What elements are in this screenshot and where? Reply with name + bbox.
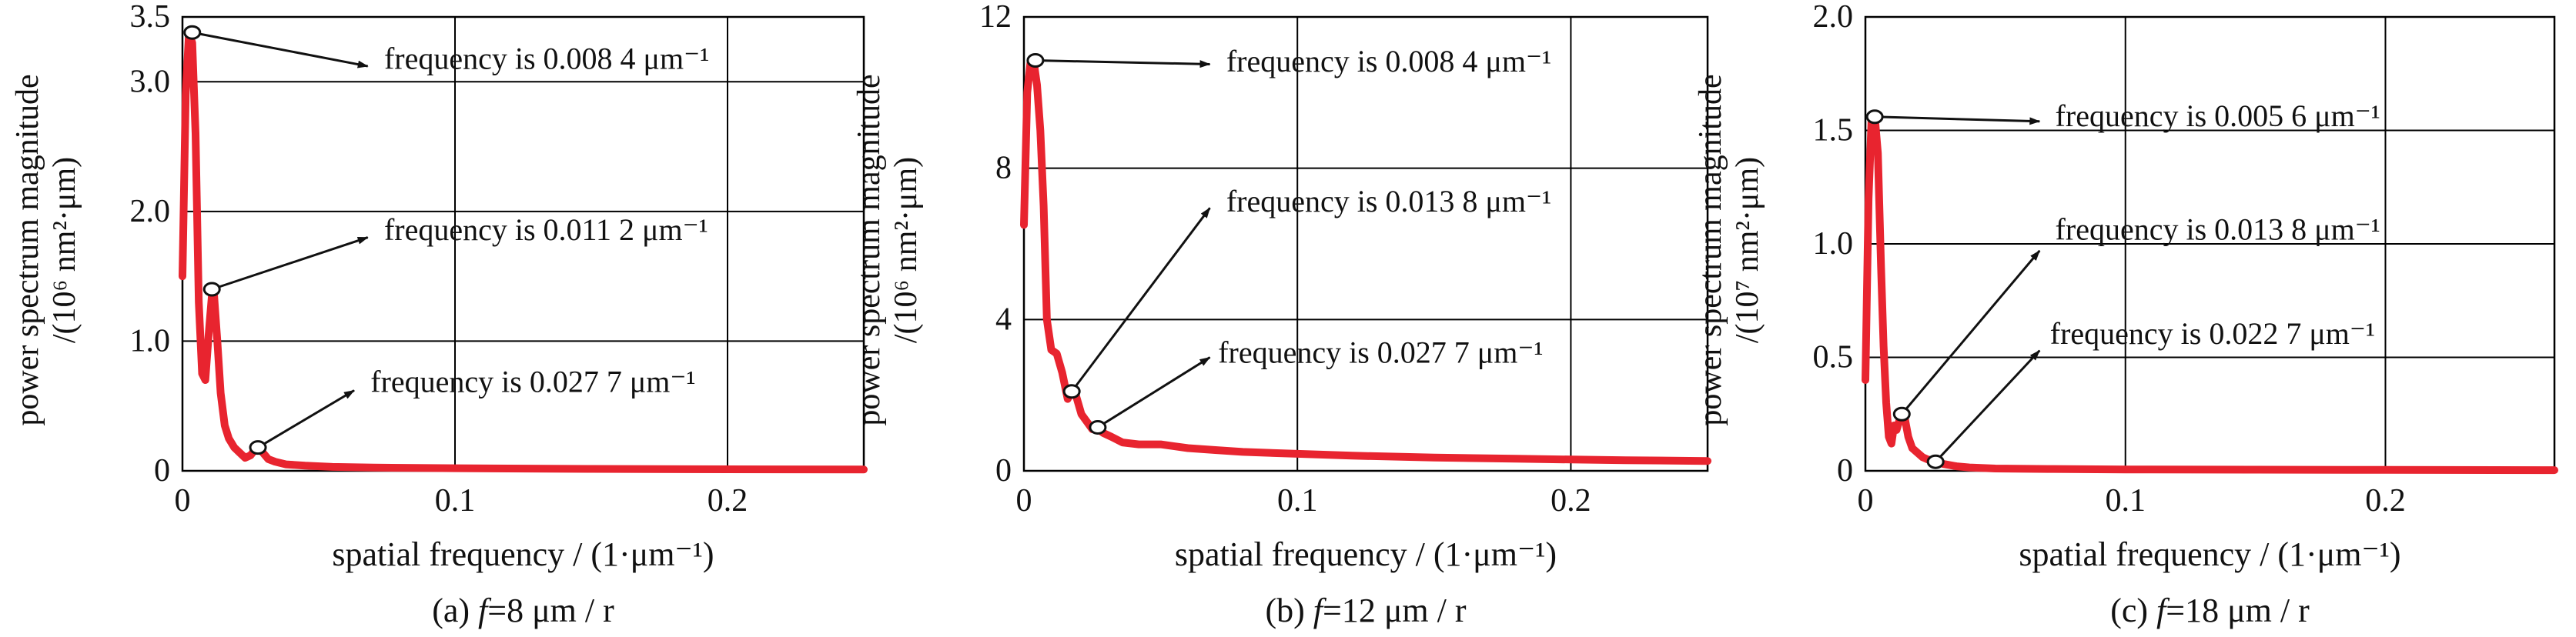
x-axis-label: spatial frequency / (1·μm⁻¹) xyxy=(2019,535,2400,573)
y-tick-label: 1.5 xyxy=(1813,113,1854,148)
annotation-arrow xyxy=(1097,356,1211,429)
y-axis-label-line1: power spectrum magnitude xyxy=(851,74,887,425)
caption-prefix: (b) xyxy=(1265,592,1313,629)
x-tick-label: 0.2 xyxy=(1551,483,1591,519)
y-tick-label: 2.0 xyxy=(1813,0,1854,35)
peak-marker xyxy=(1026,53,1045,68)
caption-rest: =18 μm / r xyxy=(2166,592,2310,629)
y-tick-label: 8 xyxy=(995,151,1012,186)
annotation-label: frequency is 0.013 8 μm⁻¹ xyxy=(2056,212,2380,246)
peak-marker xyxy=(1926,454,1945,469)
spectrum-line xyxy=(1020,58,1711,465)
x-tick-label: 0.1 xyxy=(2105,483,2146,519)
annotation-arrow xyxy=(1875,115,2041,125)
caption-prefix: (c) xyxy=(2110,592,2156,629)
y-tick-label: 12 xyxy=(979,0,1012,35)
annotation-label: frequency is 0.011 2 μm⁻¹ xyxy=(384,212,708,247)
annotation-arrow xyxy=(1935,349,2041,463)
annotation-arrow xyxy=(1901,249,2041,415)
annotation-label: frequency is 0.022 7 μm⁻¹ xyxy=(2050,316,2375,351)
peak-marker xyxy=(1089,419,1107,435)
x-tick-label: 0.2 xyxy=(2365,483,2406,519)
peak-marker xyxy=(249,440,267,455)
annotation-arrow xyxy=(257,389,355,449)
y-axis-label-line1: power spectrum magnitude xyxy=(10,74,45,425)
y-tick-label: 0.5 xyxy=(1813,340,1854,375)
annotation-label: frequency is 0.013 8 μm⁻¹ xyxy=(1226,184,1551,218)
annotation-arrow xyxy=(211,236,369,291)
panel-caption: (a) f=8 μm / r xyxy=(432,592,614,629)
y-axis-label-line2: /(10⁶ nm²·μm) xyxy=(888,157,924,343)
plot-frame xyxy=(1022,15,1709,472)
y-tick-label: 2.0 xyxy=(130,194,171,229)
annotation-label: frequency is 0.008 4 μm⁻¹ xyxy=(1226,44,1551,78)
peak-marker xyxy=(1865,109,1884,125)
x-tick-label: 0 xyxy=(1016,483,1032,519)
x-tick-label: 0 xyxy=(1858,483,1874,519)
annotation-label: frequency is 0.027 7 μm⁻¹ xyxy=(1218,335,1543,370)
chart-panel-1: 0 1.0 2.0 3.0 3.5 0 0.1 0.2 spatial frequency / … xyxy=(10,0,868,629)
y-tick-label: 0 xyxy=(995,453,1012,489)
panel-caption: (c) f=18 μm / r xyxy=(2110,592,2310,629)
spectrum-line xyxy=(179,28,868,474)
peak-marker xyxy=(1062,384,1081,399)
y-tick-label: 0 xyxy=(1837,453,1853,489)
annotation-label: frequency is 0.005 6 μm⁻¹ xyxy=(2056,98,2380,133)
y-tick-label: 1.0 xyxy=(130,323,171,359)
x-axis-label: spatial frequency / (1·μm⁻¹) xyxy=(332,535,714,573)
y-tick-label: 0 xyxy=(154,453,170,489)
peak-marker xyxy=(183,25,202,40)
annotation-arrow xyxy=(1035,59,1211,68)
caption-rest: =12 μm / r xyxy=(1323,592,1467,629)
x-tick-label: 0.2 xyxy=(708,483,748,519)
annotation-label: frequency is 0.008 4 μm⁻¹ xyxy=(384,42,709,76)
peak-marker xyxy=(1892,406,1911,422)
caption-rest: =8 μm / r xyxy=(487,592,614,629)
chart-panel-2: 0 4 8 12 0 0.1 0.2 spatial frequency / (1·μm⁻¹)… xyxy=(851,0,1711,629)
chart-panel-3: 0 0.5 1.0 1.5 2.0 0 0.1 0.2 spatial frequency / … xyxy=(1693,0,2558,629)
y-axis-label-line2: /(10⁷ nm²·μm) xyxy=(1730,157,1765,343)
y-tick-label: 4 xyxy=(995,302,1012,337)
x-tick-label: 0 xyxy=(175,483,191,519)
spectrum-line xyxy=(1862,112,2558,475)
annotation-arrow xyxy=(1070,207,1211,392)
y-tick-label: 1.0 xyxy=(1813,226,1854,262)
x-tick-label: 0.1 xyxy=(435,483,476,519)
peak-marker xyxy=(202,282,221,297)
y-axis-label-line2: /(10⁶ nm²·μm) xyxy=(47,157,82,343)
annotation-arrow xyxy=(192,31,369,68)
y-axis-label-line1: power spectrum magnitude xyxy=(1693,74,1728,425)
panel-caption: (b) f=12 μm / r xyxy=(1265,592,1466,629)
y-tick-label: 3.5 xyxy=(130,0,171,35)
caption-prefix: (a) xyxy=(432,592,478,629)
annotation-label: frequency is 0.027 7 μm⁻¹ xyxy=(370,364,695,399)
y-tick-label: 3.0 xyxy=(130,64,171,99)
x-tick-label: 0.1 xyxy=(1277,483,1318,519)
x-axis-label: spatial frequency / (1·μm⁻¹) xyxy=(1175,535,1557,573)
